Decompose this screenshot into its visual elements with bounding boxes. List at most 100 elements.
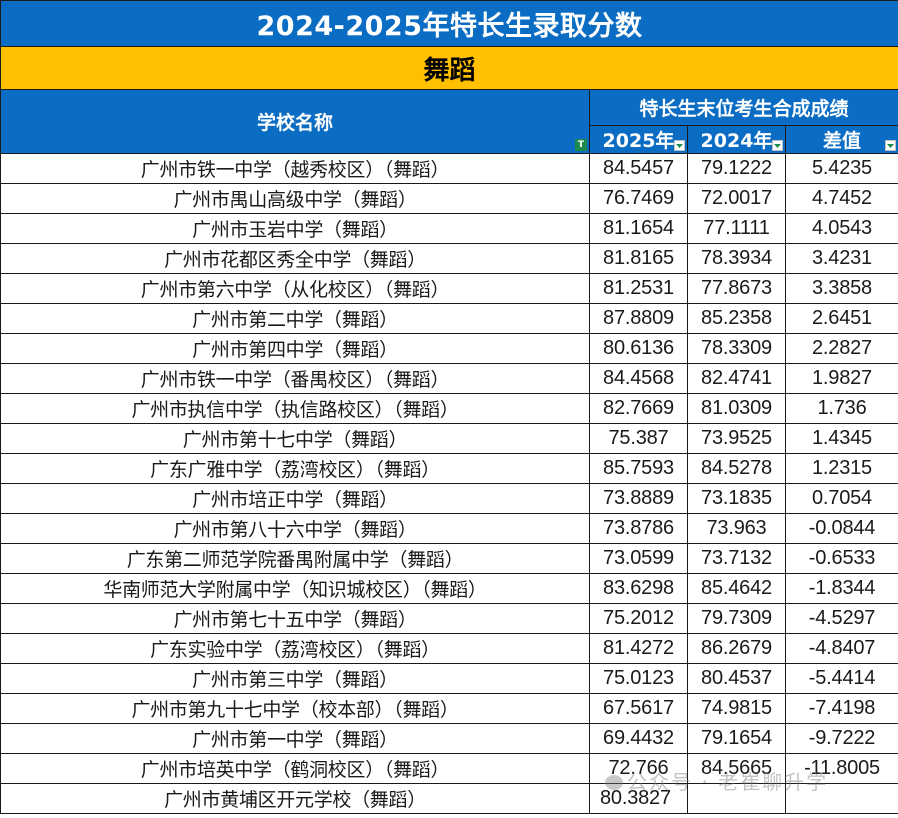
- table-row: 广州市第一中学（舞蹈） 69.4432 79.1654 -9.7222: [0, 723, 898, 754]
- school-name-cell[interactable]: 广州市花都区秀全中学（舞蹈）: [0, 243, 590, 274]
- score-2025-cell[interactable]: 80.6136: [589, 333, 688, 364]
- score-2024-cell[interactable]: 73.1835: [687, 483, 786, 514]
- table-row: 广州市玉岩中学（舞蹈） 81.1654 77.1111 4.0543: [0, 213, 898, 244]
- score-2025-cell[interactable]: 84.5457: [589, 153, 688, 184]
- score-2024-cell[interactable]: 84.5665: [687, 753, 786, 784]
- score-2025-cell[interactable]: 81.8165: [589, 243, 688, 274]
- score-diff-cell[interactable]: -4.5297: [785, 603, 898, 634]
- score-2024-cell[interactable]: 77.8673: [687, 273, 786, 304]
- school-name-cell[interactable]: 广州市第八十六中学（舞蹈）: [0, 513, 590, 544]
- school-name-cell[interactable]: 广州市培英中学（鹤洞校区）（舞蹈）: [0, 753, 590, 784]
- header-school-name-label: 学校名称: [256, 112, 333, 134]
- score-diff-cell[interactable]: 0.7054: [785, 483, 898, 514]
- sheet-title: 2024-2025年特长生录取分数: [0, 0, 898, 47]
- score-2024-cell[interactable]: 85.2358: [687, 303, 786, 334]
- score-2025-cell[interactable]: 80.3827: [589, 783, 688, 814]
- school-name-cell[interactable]: 广州市第十七中学（舞蹈）: [0, 423, 590, 454]
- score-diff-cell[interactable]: 5.4235: [785, 153, 898, 184]
- school-name-cell[interactable]: 广州市第九十七中学（校本部）（舞蹈）: [0, 693, 590, 724]
- score-2024-cell[interactable]: 78.3309: [687, 333, 786, 364]
- school-name-cell[interactable]: 广州市第四中学（舞蹈）: [0, 333, 590, 364]
- score-2024-cell[interactable]: 85.4642: [687, 573, 786, 604]
- school-name-cell[interactable]: 广州市第二中学（舞蹈）: [0, 303, 590, 334]
- school-name-cell[interactable]: 广东广雅中学（荔湾校区）（舞蹈）: [0, 453, 590, 484]
- school-name-cell[interactable]: 广州市禺山高级中学（舞蹈）: [0, 183, 590, 214]
- school-name-cell[interactable]: 华南师范大学附属中学（知识城校区）（舞蹈）: [0, 573, 590, 604]
- school-name-cell[interactable]: 广州市铁一中学（番禺校区）（舞蹈）: [0, 363, 590, 394]
- score-2025-cell[interactable]: 75.387: [589, 423, 688, 454]
- score-2025-cell[interactable]: 81.4272: [589, 633, 688, 664]
- score-2025-cell[interactable]: 69.4432: [589, 723, 688, 754]
- score-diff-cell[interactable]: 1.4345: [785, 423, 898, 454]
- score-2024-cell[interactable]: 80.4537: [687, 663, 786, 694]
- score-2025-cell[interactable]: 75.2012: [589, 603, 688, 634]
- score-diff-cell[interactable]: 2.2827: [785, 333, 898, 364]
- score-2025-cell[interactable]: 73.8889: [589, 483, 688, 514]
- score-2025-cell[interactable]: 82.7669: [589, 393, 688, 424]
- score-2025-cell[interactable]: 81.1654: [589, 213, 688, 244]
- school-name-cell[interactable]: 广州市第七十五中学（舞蹈）: [0, 603, 590, 634]
- score-diff-cell[interactable]: -0.0844: [785, 513, 898, 544]
- score-2025-cell[interactable]: 75.0123: [589, 663, 688, 694]
- score-2024-cell[interactable]: 79.7309: [687, 603, 786, 634]
- score-diff-cell[interactable]: [785, 783, 898, 814]
- score-2024-cell[interactable]: [687, 783, 786, 814]
- score-2025-cell[interactable]: 76.7469: [589, 183, 688, 214]
- score-2024-cell[interactable]: 73.7132: [687, 543, 786, 574]
- score-2024-cell[interactable]: 84.5278: [687, 453, 786, 484]
- score-2024-cell[interactable]: 77.1111: [687, 213, 786, 244]
- score-2024-cell[interactable]: 79.1222: [687, 153, 786, 184]
- filter-dropdown-2025[interactable]: [674, 140, 685, 151]
- score-2024-cell[interactable]: 74.9815: [687, 693, 786, 724]
- table-row: 广州市第四中学（舞蹈） 80.6136 78.3309 2.2827: [0, 333, 898, 364]
- score-diff-cell[interactable]: -0.6533: [785, 543, 898, 574]
- score-2025-cell[interactable]: 87.8809: [589, 303, 688, 334]
- score-2024-cell[interactable]: 78.3934: [687, 243, 786, 274]
- score-2025-cell[interactable]: 72.766: [589, 753, 688, 784]
- school-name-cell[interactable]: 广州市黄埔区开元学校（舞蹈）: [0, 783, 590, 814]
- score-2025-cell[interactable]: 84.4568: [589, 363, 688, 394]
- school-name-cell[interactable]: 广州市第一中学（舞蹈）: [0, 723, 590, 754]
- active-filter-icon[interactable]: T: [575, 139, 587, 151]
- score-2024-cell[interactable]: 79.1654: [687, 723, 786, 754]
- score-diff-cell[interactable]: -5.4414: [785, 663, 898, 694]
- score-diff-cell[interactable]: 1.736: [785, 393, 898, 424]
- filter-dropdown-diff[interactable]: [885, 140, 896, 151]
- score-diff-cell[interactable]: 3.4231: [785, 243, 898, 274]
- table-row: 广州市第三中学（舞蹈） 75.0123 80.4537 -5.4414: [0, 663, 898, 694]
- table-row: 广东广雅中学（荔湾校区）（舞蹈） 85.7593 84.5278 1.2315: [0, 453, 898, 484]
- school-name-cell[interactable]: 广州市第六中学（从化校区）（舞蹈）: [0, 273, 590, 304]
- school-name-cell[interactable]: 广州市铁一中学（越秀校区）（舞蹈）: [0, 153, 590, 184]
- score-diff-cell[interactable]: 1.9827: [785, 363, 898, 394]
- school-name-cell[interactable]: 广东实验中学（荔湾校区）（舞蹈）: [0, 633, 590, 664]
- score-2025-cell[interactable]: 73.0599: [589, 543, 688, 574]
- score-2025-cell[interactable]: 85.7593: [589, 453, 688, 484]
- score-2024-cell[interactable]: 73.963: [687, 513, 786, 544]
- score-diff-cell[interactable]: 1.2315: [785, 453, 898, 484]
- score-diff-cell[interactable]: -7.4198: [785, 693, 898, 724]
- score-2025-cell[interactable]: 81.2531: [589, 273, 688, 304]
- school-name-cell[interactable]: 广州市培正中学（舞蹈）: [0, 483, 590, 514]
- school-name-cell[interactable]: 广东第二师范学院番禺附属中学（舞蹈）: [0, 543, 590, 574]
- score-diff-cell[interactable]: 4.0543: [785, 213, 898, 244]
- school-name-cell[interactable]: 广州市玉岩中学（舞蹈）: [0, 213, 590, 244]
- score-diff-cell[interactable]: -1.8344: [785, 573, 898, 604]
- score-diff-cell[interactable]: -4.8407: [785, 633, 898, 664]
- header-diff-label: 差值: [822, 130, 861, 152]
- score-2024-cell[interactable]: 82.4741: [687, 363, 786, 394]
- score-2024-cell[interactable]: 72.0017: [687, 183, 786, 214]
- score-2024-cell[interactable]: 86.2679: [687, 633, 786, 664]
- school-name-cell[interactable]: 广州市执信中学（执信路校区）（舞蹈）: [0, 393, 590, 424]
- score-2024-cell[interactable]: 81.0309: [687, 393, 786, 424]
- school-name-cell[interactable]: 广州市第三中学（舞蹈）: [0, 663, 590, 694]
- score-diff-cell[interactable]: -9.7222: [785, 723, 898, 754]
- score-2024-cell[interactable]: 73.9525: [687, 423, 786, 454]
- filter-dropdown-2024[interactable]: [772, 140, 783, 151]
- score-2025-cell[interactable]: 73.8786: [589, 513, 688, 544]
- score-diff-cell[interactable]: 2.6451: [785, 303, 898, 334]
- score-2025-cell[interactable]: 67.5617: [589, 693, 688, 724]
- score-diff-cell[interactable]: 3.3858: [785, 273, 898, 304]
- score-diff-cell[interactable]: -11.8005: [785, 753, 898, 784]
- score-2025-cell[interactable]: 83.6298: [589, 573, 688, 604]
- score-diff-cell[interactable]: 4.7452: [785, 183, 898, 214]
